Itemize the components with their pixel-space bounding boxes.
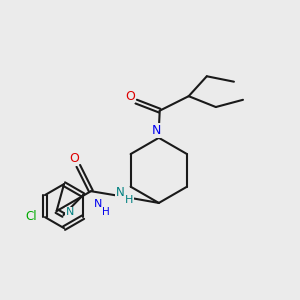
- Text: N: N: [93, 199, 102, 209]
- Text: Cl: Cl: [26, 210, 37, 223]
- Text: H: H: [102, 207, 110, 217]
- Text: N: N: [66, 207, 74, 217]
- Text: H: H: [125, 195, 133, 205]
- Text: O: O: [125, 90, 135, 103]
- Text: O: O: [69, 152, 79, 165]
- Text: N: N: [152, 124, 161, 137]
- Text: N: N: [116, 186, 124, 199]
